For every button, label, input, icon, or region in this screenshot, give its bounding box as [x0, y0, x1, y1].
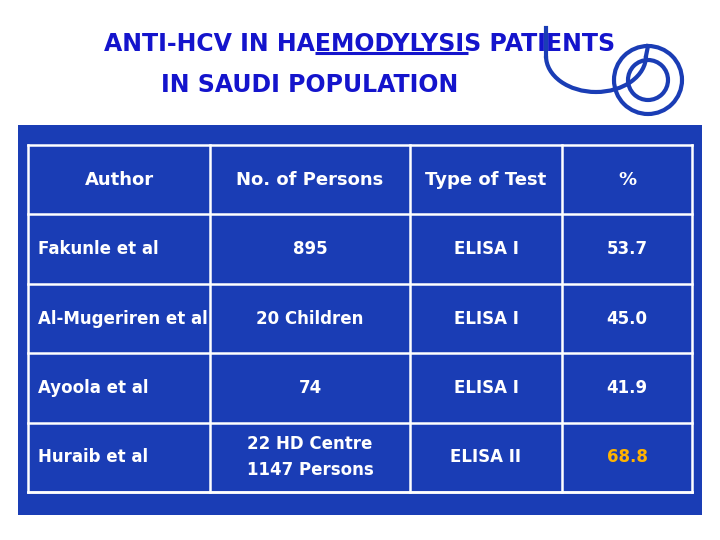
Bar: [18, 125, 702, 515]
Text: ELISA I: ELISA I: [454, 309, 518, 327]
Text: IN SAUDI POPULATION: IN SAUDI POPULATION: [161, 73, 459, 97]
Text: Type of Test: Type of Test: [426, 171, 546, 188]
Text: ELISA II: ELISA II: [451, 448, 521, 467]
Text: Fakunle et al: Fakunle et al: [38, 240, 158, 258]
Text: 22 HD Centre: 22 HD Centre: [247, 435, 373, 453]
Text: ANTI-HCV IN HAEMODYLYSIS PATIENTS: ANTI-HCV IN HAEMODYLYSIS PATIENTS: [104, 32, 616, 56]
Text: 1147 Persons: 1147 Persons: [247, 461, 374, 480]
Text: ELISA I: ELISA I: [454, 240, 518, 258]
Text: 20 Children: 20 Children: [256, 309, 364, 327]
Text: ELISA I: ELISA I: [454, 379, 518, 397]
Text: Al-Mugeriren et al: Al-Mugeriren et al: [38, 309, 208, 327]
Text: 29: 29: [676, 517, 692, 530]
Text: No. of Persons: No. of Persons: [236, 171, 384, 188]
Text: Author: Author: [84, 171, 153, 188]
Text: Huraib et al: Huraib et al: [38, 448, 148, 467]
Text: 53.7: 53.7: [606, 240, 647, 258]
Text: 895: 895: [293, 240, 328, 258]
Text: Ayoola et al: Ayoola et al: [38, 379, 148, 397]
Text: 74: 74: [298, 379, 322, 397]
Text: 68.8: 68.8: [606, 448, 647, 467]
Text: October 20, 2014: October 20, 2014: [28, 517, 138, 530]
Text: %: %: [618, 171, 636, 188]
Text: 45.0: 45.0: [606, 309, 647, 327]
Text: 41.9: 41.9: [606, 379, 647, 397]
